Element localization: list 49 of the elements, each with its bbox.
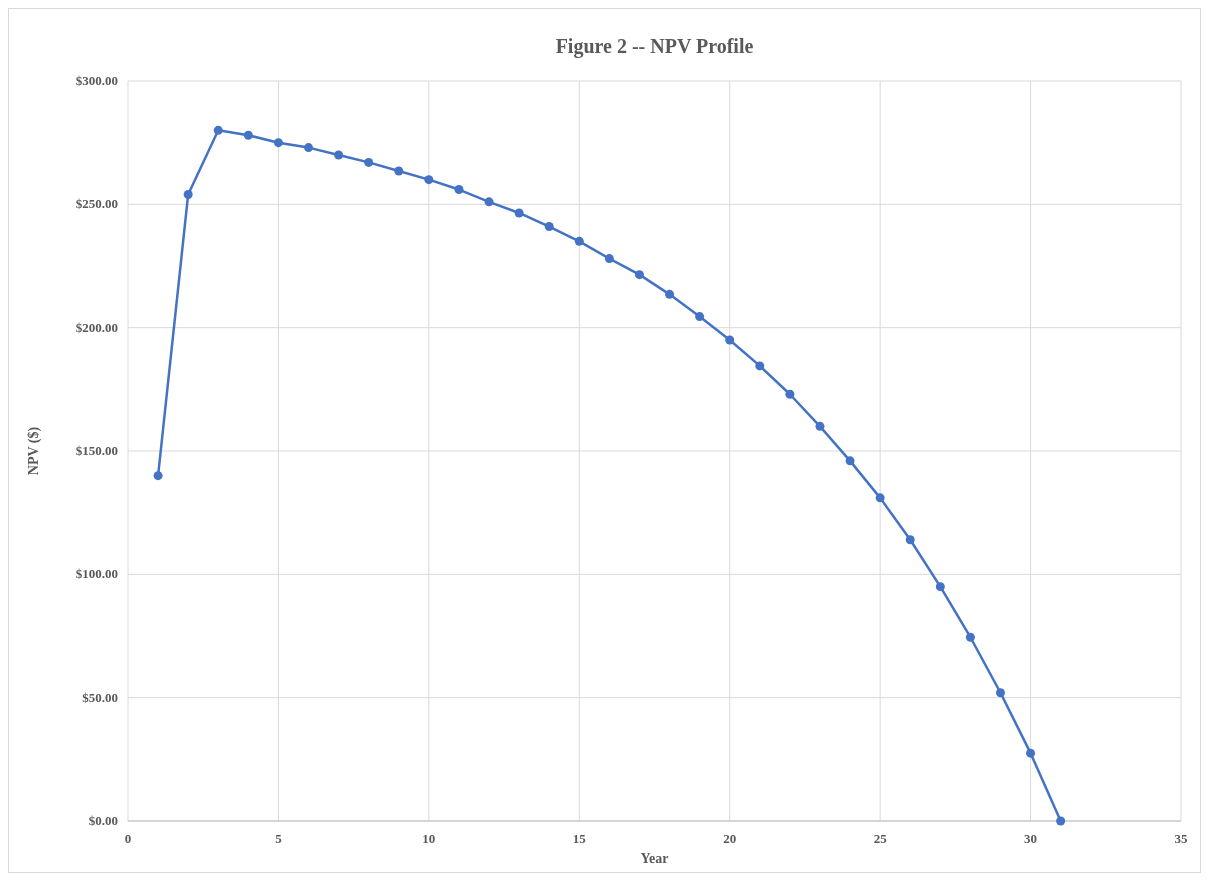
point bbox=[304, 143, 314, 153]
point bbox=[905, 535, 915, 545]
point bbox=[965, 632, 975, 642]
point bbox=[183, 189, 193, 199]
x-tick-label: 20 bbox=[723, 831, 737, 846]
point bbox=[755, 361, 765, 371]
point bbox=[935, 582, 945, 592]
point bbox=[273, 138, 283, 148]
point bbox=[153, 471, 163, 481]
y-tick-label: $100.00 bbox=[75, 566, 118, 582]
x-tick-label: 5 bbox=[275, 831, 283, 846]
point bbox=[1026, 748, 1036, 758]
point bbox=[785, 389, 795, 399]
point bbox=[514, 208, 524, 218]
point bbox=[665, 289, 675, 299]
point bbox=[454, 185, 464, 195]
point bbox=[574, 236, 584, 246]
x-tick-label: 10 bbox=[422, 831, 436, 846]
point bbox=[243, 130, 253, 140]
point bbox=[845, 456, 855, 466]
y-tick-label: $0.00 bbox=[88, 813, 118, 828]
point bbox=[424, 175, 434, 185]
y-tick-label: $200.00 bbox=[75, 319, 118, 335]
chart-title: Figure 2 -- NPV Profile bbox=[555, 35, 754, 58]
point bbox=[544, 222, 554, 232]
x-axis-title: Year bbox=[640, 851, 669, 866]
point bbox=[815, 421, 825, 431]
x-tick-label: 15 bbox=[572, 831, 587, 846]
point bbox=[875, 493, 885, 503]
y-tick-label: $50.00 bbox=[82, 689, 118, 705]
x-tick-label: 30 bbox=[1024, 831, 1038, 846]
y-tick-label: $300.00 bbox=[75, 73, 118, 88]
y-tick-label: $150.00 bbox=[75, 443, 118, 458]
point bbox=[394, 166, 404, 176]
x-tick-label: 25 bbox=[873, 831, 888, 846]
point bbox=[725, 335, 735, 345]
point bbox=[213, 125, 223, 135]
point bbox=[484, 197, 494, 207]
point bbox=[634, 270, 644, 280]
point bbox=[364, 157, 374, 167]
point bbox=[1056, 816, 1066, 826]
x-tick-label: 35 bbox=[1174, 831, 1188, 846]
x-tick-label: 0 bbox=[124, 831, 132, 846]
y-tick-label: $250.00 bbox=[75, 196, 118, 212]
point bbox=[695, 312, 705, 322]
point bbox=[604, 254, 614, 264]
y-axis-title: NPV ($) bbox=[26, 426, 42, 476]
point bbox=[995, 688, 1005, 698]
point bbox=[334, 150, 344, 160]
